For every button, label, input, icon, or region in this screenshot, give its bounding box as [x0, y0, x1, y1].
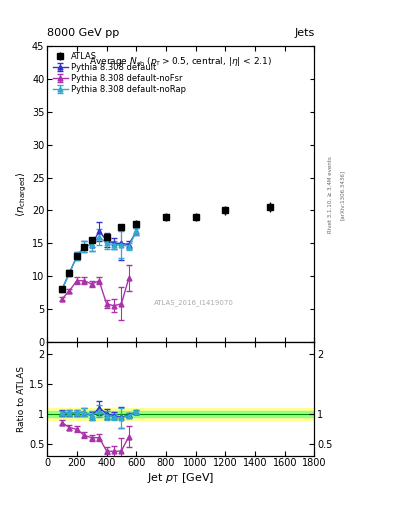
- X-axis label: Jet $p_\mathrm{T}$ [GeV]: Jet $p_\mathrm{T}$ [GeV]: [147, 471, 214, 485]
- Y-axis label: Ratio to ATLAS: Ratio to ATLAS: [17, 366, 26, 432]
- Text: [arXiv:1306.3436]: [arXiv:1306.3436]: [340, 169, 345, 220]
- Legend: ATLAS, Pythia 8.308 default, Pythia 8.308 default-noFsr, Pythia 8.308 default-no: ATLAS, Pythia 8.308 default, Pythia 8.30…: [50, 50, 189, 97]
- Text: Jets: Jets: [294, 28, 314, 38]
- Text: Rivet 3.1.10, ≥ 3.4M events: Rivet 3.1.10, ≥ 3.4M events: [328, 156, 333, 233]
- Text: ATLAS_2016_I1419070: ATLAS_2016_I1419070: [154, 300, 234, 306]
- Text: Average $N_\mathrm{ch}$ ($p_\mathrm{T}{>}0.5$, central, $|\eta|$ < 2.1): Average $N_\mathrm{ch}$ ($p_\mathrm{T}{>…: [89, 55, 272, 68]
- Y-axis label: $\langle n_\mathrm{charged} \rangle$: $\langle n_\mathrm{charged} \rangle$: [15, 171, 29, 217]
- Text: 8000 GeV pp: 8000 GeV pp: [47, 28, 119, 38]
